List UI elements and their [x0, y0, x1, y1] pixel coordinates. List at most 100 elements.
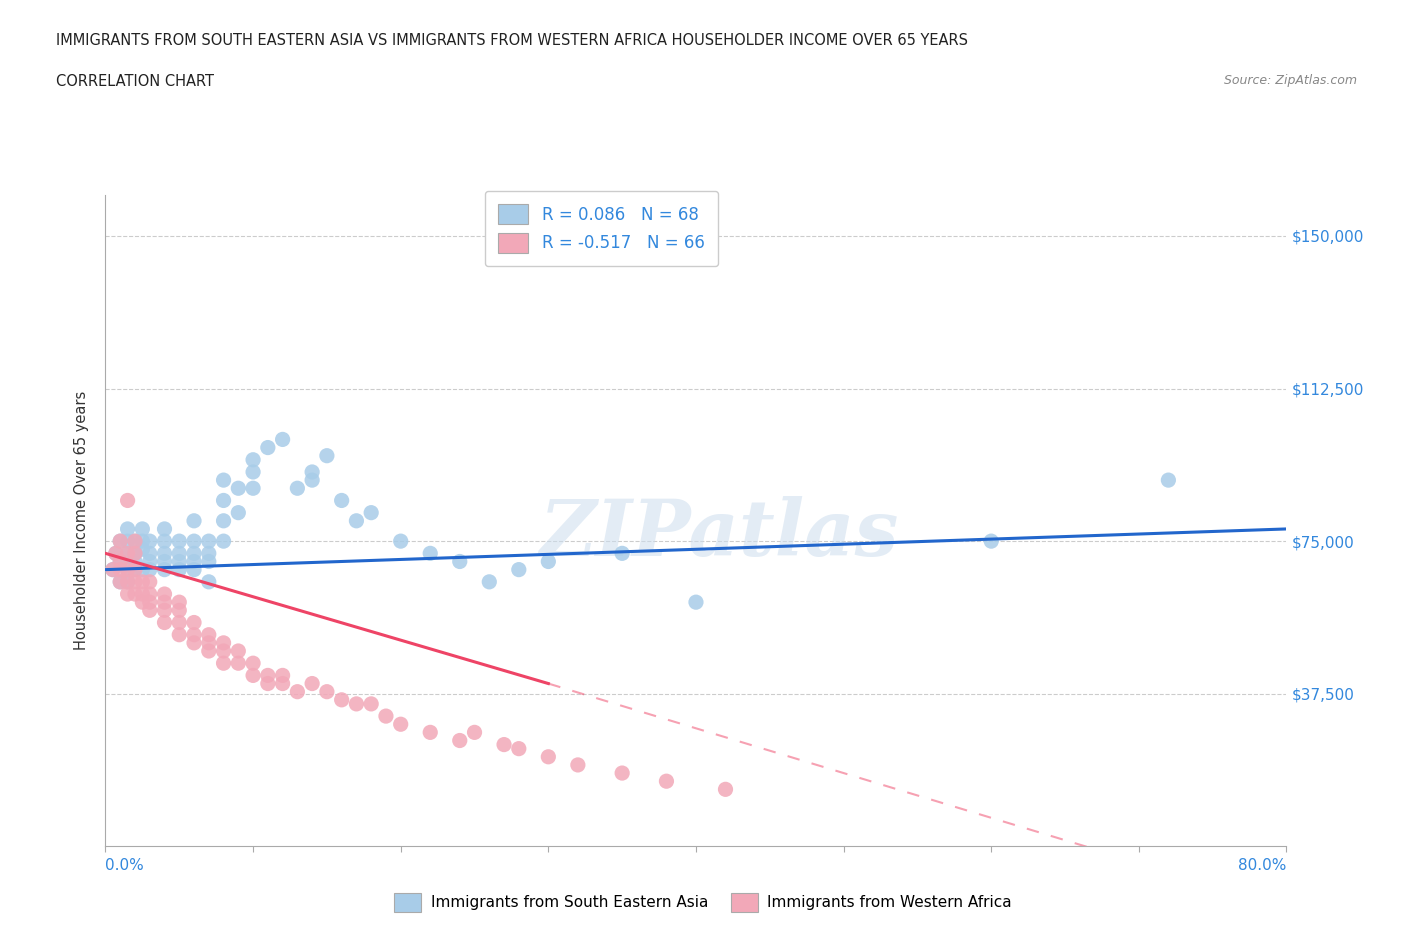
- Point: [197, 644, 219, 658]
- Point: [138, 595, 162, 610]
- Point: [183, 615, 205, 630]
- Point: [301, 472, 323, 487]
- Point: [138, 554, 162, 569]
- Point: [226, 644, 250, 658]
- Point: [256, 676, 278, 691]
- Point: [685, 595, 707, 610]
- Text: Source: ZipAtlas.com: Source: ZipAtlas.com: [1223, 74, 1357, 87]
- Point: [197, 575, 219, 590]
- Point: [169, 603, 191, 618]
- Point: [117, 534, 139, 549]
- Point: [449, 733, 471, 748]
- Point: [389, 717, 412, 732]
- Point: [610, 765, 633, 780]
- Point: [271, 676, 294, 691]
- Point: [212, 534, 235, 549]
- Legend: R = 0.086   N = 68, R = -0.517   N = 66: R = 0.086 N = 68, R = -0.517 N = 66: [485, 191, 718, 266]
- Point: [169, 615, 191, 630]
- Legend: Immigrants from South Eastern Asia, Immigrants from Western Africa: Immigrants from South Eastern Asia, Immi…: [388, 887, 1018, 918]
- Point: [330, 493, 353, 508]
- Point: [242, 481, 264, 496]
- Point: [449, 554, 471, 569]
- Point: [242, 656, 264, 671]
- Point: [508, 741, 530, 756]
- Point: [537, 554, 560, 569]
- Point: [169, 562, 191, 577]
- Point: [980, 534, 1002, 549]
- Point: [153, 522, 176, 537]
- Point: [131, 587, 153, 602]
- Point: [610, 546, 633, 561]
- Point: [256, 668, 278, 683]
- Point: [419, 725, 441, 740]
- Point: [117, 493, 139, 508]
- Point: [153, 615, 176, 630]
- Text: 0.0%: 0.0%: [105, 857, 145, 872]
- Point: [330, 692, 353, 708]
- Point: [183, 635, 205, 650]
- Point: [197, 534, 219, 549]
- Point: [101, 562, 124, 577]
- Point: [131, 534, 153, 549]
- Point: [110, 575, 132, 590]
- Point: [153, 554, 176, 569]
- Point: [110, 562, 132, 577]
- Point: [478, 575, 501, 590]
- Point: [315, 448, 337, 463]
- Point: [1157, 472, 1180, 487]
- Point: [346, 513, 368, 528]
- Point: [169, 534, 191, 549]
- Point: [124, 587, 146, 602]
- Point: [124, 534, 146, 549]
- Point: [124, 554, 146, 569]
- Point: [153, 587, 176, 602]
- Point: [110, 554, 132, 569]
- Point: [183, 562, 205, 577]
- Point: [124, 562, 146, 577]
- Point: [153, 562, 176, 577]
- Point: [124, 562, 146, 577]
- Point: [138, 546, 162, 561]
- Point: [131, 542, 153, 557]
- Point: [117, 546, 139, 561]
- Point: [212, 513, 235, 528]
- Point: [508, 562, 530, 577]
- Point: [169, 595, 191, 610]
- Point: [212, 644, 235, 658]
- Point: [124, 546, 146, 561]
- Point: [138, 603, 162, 618]
- Point: [226, 656, 250, 671]
- Text: IMMIGRANTS FROM SOUTH EASTERN ASIA VS IMMIGRANTS FROM WESTERN AFRICA HOUSEHOLDER: IMMIGRANTS FROM SOUTH EASTERN ASIA VS IM…: [56, 33, 969, 47]
- Point: [117, 546, 139, 561]
- Y-axis label: Householder Income Over 65 years: Householder Income Over 65 years: [75, 392, 90, 650]
- Point: [212, 493, 235, 508]
- Text: CORRELATION CHART: CORRELATION CHART: [56, 74, 214, 89]
- Point: [117, 562, 139, 577]
- Point: [389, 534, 412, 549]
- Point: [183, 513, 205, 528]
- Point: [226, 505, 250, 520]
- Point: [138, 587, 162, 602]
- Point: [131, 595, 153, 610]
- Point: [131, 575, 153, 590]
- Point: [138, 562, 162, 577]
- Point: [287, 684, 309, 699]
- Point: [117, 522, 139, 537]
- Point: [464, 725, 486, 740]
- Point: [492, 737, 515, 752]
- Point: [567, 757, 589, 772]
- Point: [110, 554, 132, 569]
- Point: [242, 452, 264, 467]
- Point: [212, 472, 235, 487]
- Text: 80.0%: 80.0%: [1239, 857, 1286, 872]
- Point: [183, 554, 205, 569]
- Point: [110, 534, 132, 549]
- Point: [197, 546, 219, 561]
- Point: [301, 676, 323, 691]
- Point: [117, 575, 139, 590]
- Point: [124, 534, 146, 549]
- Point: [169, 546, 191, 561]
- Point: [138, 575, 162, 590]
- Point: [117, 562, 139, 577]
- Point: [124, 546, 146, 561]
